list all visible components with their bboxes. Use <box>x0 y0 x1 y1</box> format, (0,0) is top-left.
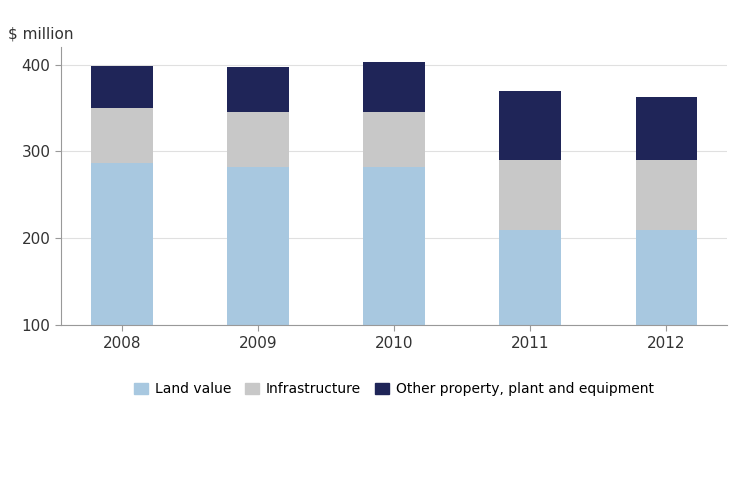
Text: $ million: $ million <box>7 27 73 42</box>
Bar <box>227 167 289 325</box>
Bar <box>499 230 561 325</box>
Bar <box>91 163 153 325</box>
Bar <box>635 230 697 325</box>
Legend: Land value, Infrastructure, Other property, plant and equipment: Land value, Infrastructure, Other proper… <box>134 382 654 396</box>
Bar <box>227 67 289 112</box>
Bar <box>227 112 289 167</box>
Bar <box>364 62 424 112</box>
Bar <box>364 167 424 325</box>
Bar <box>91 108 153 163</box>
Bar <box>635 97 697 160</box>
Bar <box>364 112 424 167</box>
Bar <box>91 66 153 108</box>
Bar <box>499 160 561 230</box>
Bar <box>499 91 561 160</box>
Bar <box>635 160 697 230</box>
